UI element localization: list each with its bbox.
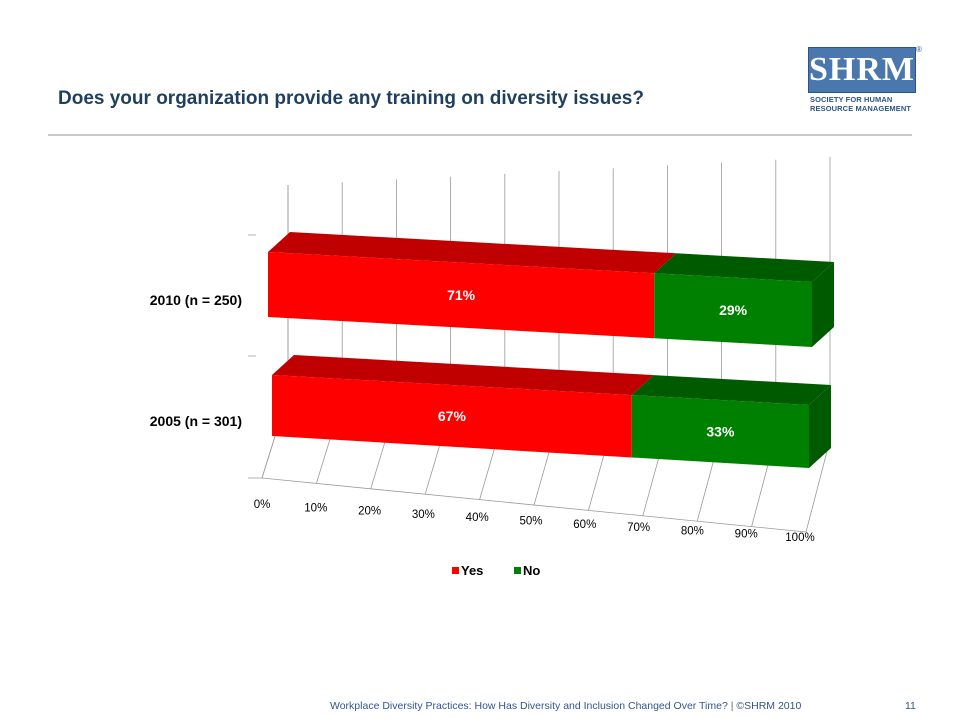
x-axis-ticks: 0% 10% 20% 30% 40% 50% 60% 70% 80% 90% 100%	[254, 499, 815, 544]
bar-yes-0	[268, 252, 655, 339]
logo-wordmark: SHRM	[809, 51, 915, 88]
slide-title: Does your organization provide any train…	[58, 88, 644, 109]
bar-top-yes-1	[272, 355, 654, 396]
x-tick-label-1: 10%	[304, 502, 327, 514]
gridline-6	[588, 168, 614, 511]
logo-box: SHRM	[808, 47, 916, 93]
gridline-8	[696, 162, 722, 522]
bar-no-1	[631, 395, 809, 468]
legend: Yes No	[452, 563, 540, 578]
page-number: 11	[905, 700, 916, 712]
bar-no-0	[654, 273, 812, 347]
x-tick-label-9: 90%	[735, 529, 758, 541]
legend-swatch-yes	[452, 567, 459, 574]
logo-subtitle: SOCIETY FOR HUMAN RESOURCE MANAGEMENT	[810, 95, 920, 113]
category-labels: 2010 (n = 250) 2005 (n = 301)	[150, 292, 242, 429]
bar-top-yes-0	[268, 232, 677, 274]
data-labels: 71% 29% 67% 33%	[438, 287, 748, 439]
logo-subtitle-line1: SOCIETY FOR HUMAN	[810, 95, 893, 104]
stacked-bar-chart: 71% 29% 67% 33% 2010 (n = 250) 2005 (n = 301…	[150, 157, 834, 578]
footer-separator: |	[730, 700, 734, 712]
gridline-4	[479, 173, 506, 500]
legend-label-no: No	[523, 563, 540, 578]
bar-side-0	[812, 262, 834, 347]
x-tick-label-7: 70%	[627, 522, 650, 534]
bar-top-no-0	[654, 253, 834, 282]
bar-top-no-1	[631, 375, 831, 405]
data-label-yes-1: 67%	[438, 408, 467, 424]
gridline-3	[424, 176, 451, 495]
data-label-no-1: 33%	[706, 423, 735, 439]
logo-subtitle-line2: RESOURCE MANAGEMENT	[810, 104, 912, 113]
gridlines	[248, 157, 831, 533]
x-tick-label-6: 60%	[573, 519, 596, 531]
x-tick-label-10: 100%	[785, 532, 814, 544]
x-tick-label-5: 50%	[519, 516, 542, 528]
footer-copyright: ©SHRM 2010	[736, 700, 802, 712]
bar-yes-1	[272, 375, 632, 458]
bar-side-1	[809, 385, 831, 468]
gridline-7	[642, 165, 668, 516]
data-label-no-0: 29%	[719, 302, 748, 318]
floor-front-edge	[261, 477, 807, 533]
x-tick-label-0: 0%	[254, 499, 271, 511]
category-label-0: 2010 (n = 250)	[150, 292, 242, 308]
category-ticks	[248, 234, 262, 479]
x-tick-label-8: 80%	[681, 525, 704, 537]
x-tick-label-2: 20%	[358, 506, 381, 518]
x-tick-label-4: 40%	[466, 512, 489, 524]
category-label-1: 2005 (n = 301)	[150, 413, 242, 429]
gridline-5	[533, 171, 560, 506]
shrm-logo[interactable]: SHRM ® SOCIETY FOR HUMAN RESOURCE MANAGE…	[808, 45, 922, 119]
bars	[268, 232, 834, 468]
footer-text: Workplace Diversity Practices: How Has D…	[330, 700, 728, 712]
title-divider	[48, 134, 912, 136]
registered-mark: ®	[916, 45, 922, 54]
legend-swatch-no	[514, 567, 521, 574]
data-label-yes-0: 71%	[447, 287, 476, 303]
x-tick-label-3: 30%	[412, 509, 435, 521]
legend-label-yes: Yes	[461, 563, 483, 578]
footer: Workplace Diversity Practices: How Has D…	[330, 700, 801, 712]
